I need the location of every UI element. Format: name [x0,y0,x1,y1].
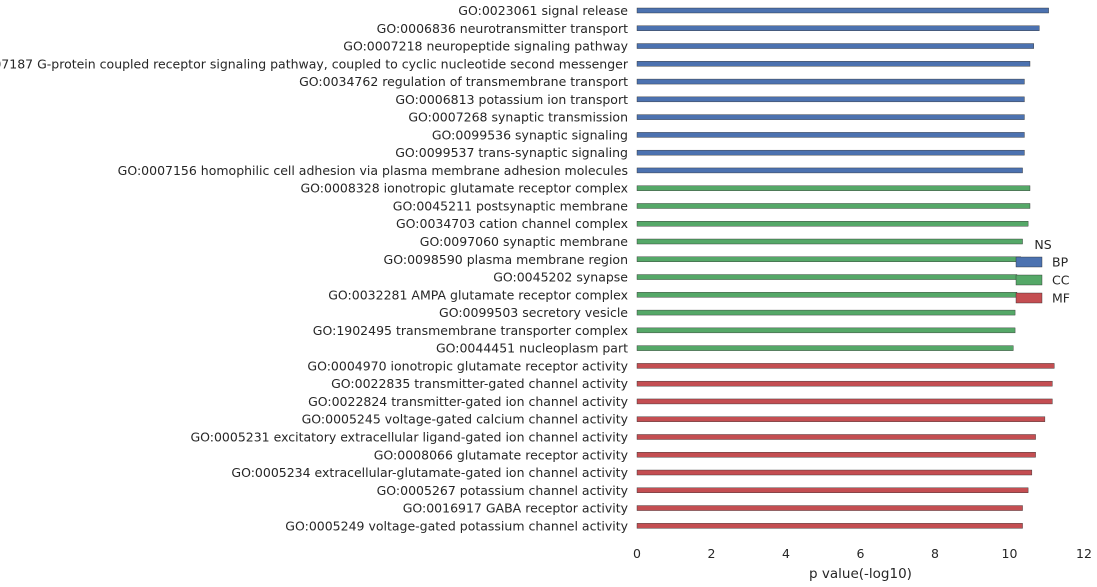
bar-mf-22 [636,380,1053,387]
category-label: GO:0099536 synaptic signaling [432,127,628,142]
x-tick-label: 10 [1002,546,1018,561]
category-label: GO:0008066 glutamate receptor activity [374,447,629,462]
bar-mf-24 [636,416,1046,422]
category-label: GO:0044451 nucleoplasm part [436,341,628,356]
bar-mf-30 [636,523,1023,529]
x-tick-label: 12 [1076,546,1092,561]
bar-cc-14 [636,238,1023,245]
category-label: GO:0007268 synaptic transmission [408,110,628,125]
category-label: GO:0022824 transmitter-gated ion channel… [308,394,629,409]
category-label: GO:0005249 voltage-gated potassium chann… [285,518,628,533]
category-label: GO:0099503 secretory vesicle [439,305,628,320]
bars-group [636,7,1055,529]
bar-bp-4 [636,61,1031,67]
category-label: GO:0016917 GABA receptor activity [403,501,629,516]
bar-cc-18 [636,309,1016,316]
category-label: GO:0045211 postsynaptic membrane [393,198,629,213]
category-label: GO:0045202 synapse [493,270,628,285]
category-label: GO:0097060 synaptic membrane [420,234,629,249]
x-tick-label: 6 [857,546,865,561]
bar-bp-10 [636,167,1023,174]
bar-mf-27 [636,469,1033,476]
bar-bp-2 [636,25,1040,31]
category-label: GO:0007156 homophilic cell adhesion via … [118,163,628,178]
legend-label-bp: BP [1052,255,1069,270]
bar-cc-20 [636,345,1014,351]
category-label: GO:0004970 ionotropic glutamate receptor… [307,358,628,373]
legend-label-cc: CC [1052,273,1070,288]
category-label: GO:0034703 cation channel complex [396,216,628,231]
category-label: GO:1902495 transmembrane transporter com… [313,323,628,338]
category-label: GO:0098590 plasma membrane region [384,252,628,267]
x-axis-label: p value(-log10) [809,566,912,582]
category-label: GO:0006813 potassium ion transport [395,92,628,107]
bar-cc-12 [636,203,1031,209]
bar-bp-9 [636,149,1025,156]
bar-cc-15 [636,256,1021,262]
bar-mf-23 [636,398,1053,405]
bar-mf-28 [636,487,1029,493]
legend-items-group: BP CC MF [1015,255,1070,306]
bar-bp-7 [636,114,1025,120]
category-label: GO:0005245 voltage-gated calcium channel… [302,412,629,427]
x-tick-label: 4 [782,546,790,561]
bar-bp-5 [636,78,1025,85]
legend: NS BP CC MF [1015,237,1070,306]
legend-label-mf: MF [1052,291,1070,306]
bar-bp-8 [636,132,1025,138]
bar-mf-29 [636,505,1023,511]
category-label: GO:0006836 neurotransmitter transport [377,21,628,36]
bar-cc-17 [636,292,1018,298]
category-labels-group: GO:0023061 signal release GO:0006836 neur… [0,3,629,533]
x-tick-label: 2 [708,546,716,561]
category-label: GO:0005234 extracellular-glutamate-gated… [231,465,628,480]
category-label: GO:0005267 potassium channel activity [377,483,629,498]
legend-swatch-cc [1015,274,1043,286]
x-axis-ticks-group: 0 2 4 6 8 10 12 [633,546,1092,561]
legend-swatch-bp [1015,256,1043,268]
x-tick-label: 0 [633,546,641,561]
category-label: GO:0099537 trans-synaptic signaling [395,145,628,160]
category-label: GO:0007218 neuropeptide signaling pathwa… [343,39,628,54]
category-label: GO:0023061 signal release [458,3,628,18]
bar-mf-25 [636,434,1036,440]
category-label: GO:0008328 ionotropic glutamate receptor… [301,181,629,196]
bar-bp-6 [636,96,1025,103]
category-label: GO:0007187 G-protein coupled receptor si… [0,56,629,71]
category-label: GO:0005231 excitatory extracellular liga… [190,429,628,444]
bar-cc-13 [636,221,1029,227]
bar-cc-11 [636,185,1031,191]
category-label: GO:0034762 regulation of transmembrane t… [299,74,628,89]
bar-mf-26 [636,452,1036,458]
bar-mf-21 [636,363,1055,369]
legend-title: NS [1034,237,1051,252]
category-label: GO:0022835 transmitter-gated channel act… [331,376,628,391]
bar-cc-19 [636,327,1016,334]
legend-swatch-mf [1015,292,1043,304]
x-tick-label: 8 [931,546,939,561]
bar-cc-16 [636,274,1018,280]
bar-bp-3 [636,43,1034,49]
bar-bp-1 [636,7,1049,14]
category-label: GO:0032281 AMPA glutamate receptor compl… [328,287,628,302]
